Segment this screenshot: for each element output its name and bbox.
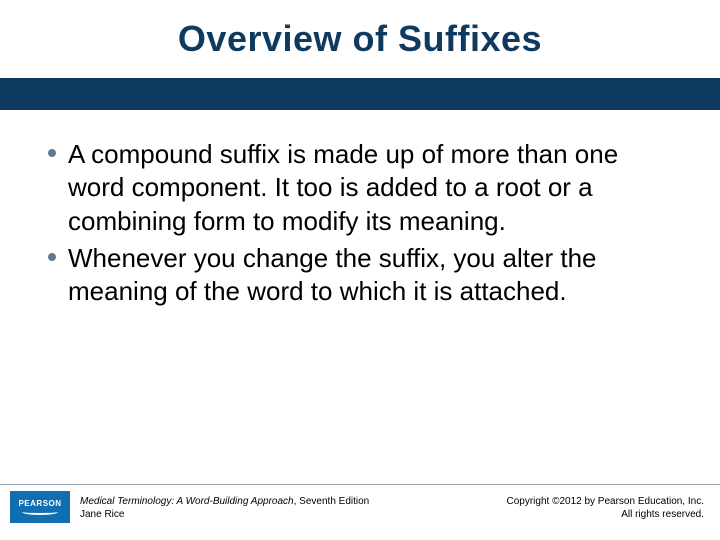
footer-content: PEARSON Medical Terminology: A Word-Buil… <box>0 485 720 523</box>
book-title: Medical Terminology: A Word-Building App… <box>80 496 294 507</box>
content-area: A compound suffix is made up of more tha… <box>0 110 720 308</box>
bullet-marker-icon <box>48 149 56 157</box>
bullet-item: Whenever you change the suffix, you alte… <box>48 242 672 309</box>
title-band: Overview of Suffixes <box>0 0 720 78</box>
footer-citation: Medical Terminology: A Word-Building App… <box>80 491 497 521</box>
bullet-text: Whenever you change the suffix, you alte… <box>68 242 672 309</box>
pearson-logo-text: PEARSON <box>18 499 61 508</box>
book-edition: , Seventh Edition <box>294 496 370 507</box>
title-underline-band <box>0 78 720 110</box>
book-author: Jane Rice <box>80 509 124 520</box>
bullet-item: A compound suffix is made up of more tha… <box>48 138 672 238</box>
pearson-logo-swoosh-icon <box>22 509 58 515</box>
copyright-line-2: All rights reserved. <box>621 509 704 520</box>
footer-copyright: Copyright ©2012 by Pearson Education, In… <box>507 491 705 521</box>
copyright-line-1: Copyright ©2012 by Pearson Education, In… <box>507 496 705 507</box>
pearson-logo: PEARSON <box>10 491 70 523</box>
bullet-marker-icon <box>48 253 56 261</box>
slide-footer: PEARSON Medical Terminology: A Word-Buil… <box>0 484 720 540</box>
slide-title: Overview of Suffixes <box>178 18 542 60</box>
bullet-text: A compound suffix is made up of more tha… <box>68 138 672 238</box>
